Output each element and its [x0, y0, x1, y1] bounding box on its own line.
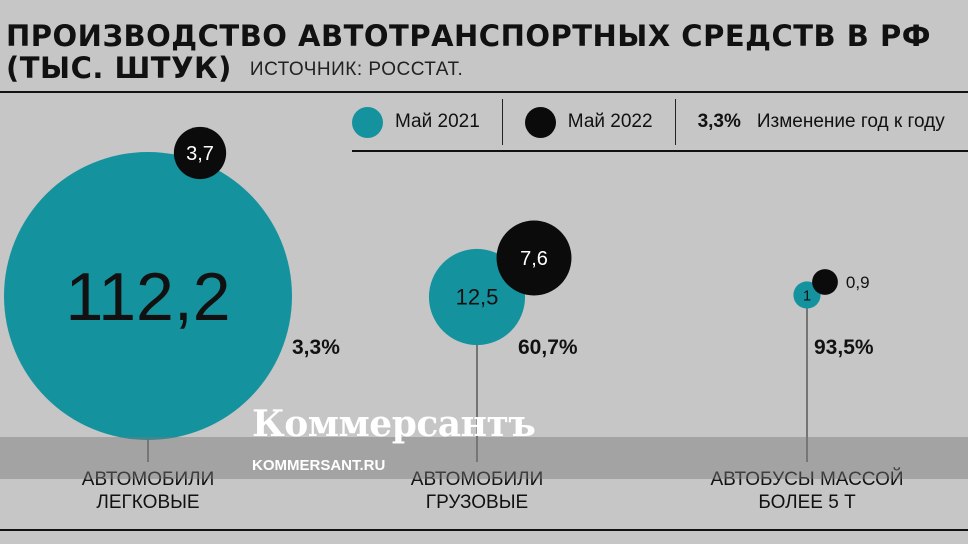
legend-item-may2022: Май 2022 — [524, 96, 675, 148]
value-label-may2022: 0,9 — [846, 273, 870, 292]
category-label: ЛЕГКОВЫЕ — [96, 492, 199, 513]
change-label: 93,5% — [814, 336, 874, 359]
chart-title: ПРОИЗВОДСТВО АВТОТРАНСПОРТНЫХ СРЕДСТВ В … — [6, 20, 931, 86]
title-unit: (ТЫС. ШТУК) — [6, 51, 232, 85]
legend-item-change: 3,3% Изменение год к году — [698, 96, 967, 148]
title-line-1: ПРОИЗВОДСТВО АВТОТРАНСПОРТНЫХ СРЕДСТВ В … — [6, 19, 931, 53]
value-label-may2021: 12,5 — [456, 285, 499, 310]
bubble-may2021 — [4, 152, 292, 440]
legend-label-may2022: Май 2022 — [567, 111, 653, 132]
value-label-may2022: 7,6 — [520, 248, 548, 270]
legend-divider — [674, 99, 676, 145]
value-label-may2022: 3,7 — [186, 143, 214, 165]
change-label: 60,7% — [518, 336, 578, 359]
value-label-may2021: 112,2 — [65, 259, 230, 335]
legend-swatch-may2021 — [352, 106, 383, 138]
watermark-logo: Коммерсантъ — [252, 403, 536, 445]
watermark-url: KOMMERSANT.RU — [252, 457, 386, 474]
legend-divider — [501, 99, 503, 145]
legend-swatch-may2022 — [524, 106, 556, 138]
bubble-may2022 — [173, 126, 227, 180]
legend-rule — [352, 150, 968, 152]
legend: Май 2021 Май 2022 3,3% Изменение год к г… — [352, 96, 968, 148]
header-rule — [0, 91, 968, 93]
category-label: АВТОБУСЫ МАССОЙ — [710, 468, 903, 490]
watermark-band — [0, 437, 968, 479]
bubble-may2022 — [496, 220, 572, 296]
source-note: ИСТОЧНИК: РОССТАТ. — [249, 59, 464, 80]
bubble-may2022 — [812, 269, 838, 295]
category-label: БОЛЕЕ 5 Т — [758, 492, 856, 513]
category-label: АВТОМОБИЛИ — [411, 469, 543, 490]
category-label: ГРУЗОВЫЕ — [426, 492, 528, 513]
value-label-may2021: 1 — [803, 287, 811, 304]
bottom-rule — [0, 529, 968, 531]
legend-change-label: Изменение год к году — [756, 111, 945, 132]
category-label: АВТОМОБИЛИ — [82, 469, 214, 490]
change-label: 3,3% — [292, 336, 340, 359]
title-line-2: (ТЫС. ШТУК) ИСТОЧНИК: РОССТАТ. — [6, 52, 931, 86]
legend-label-may2021: Май 2021 — [395, 111, 480, 132]
legend-item-may2021: Май 2021 — [352, 96, 502, 148]
legend-change-value: 3,3% — [697, 111, 741, 132]
